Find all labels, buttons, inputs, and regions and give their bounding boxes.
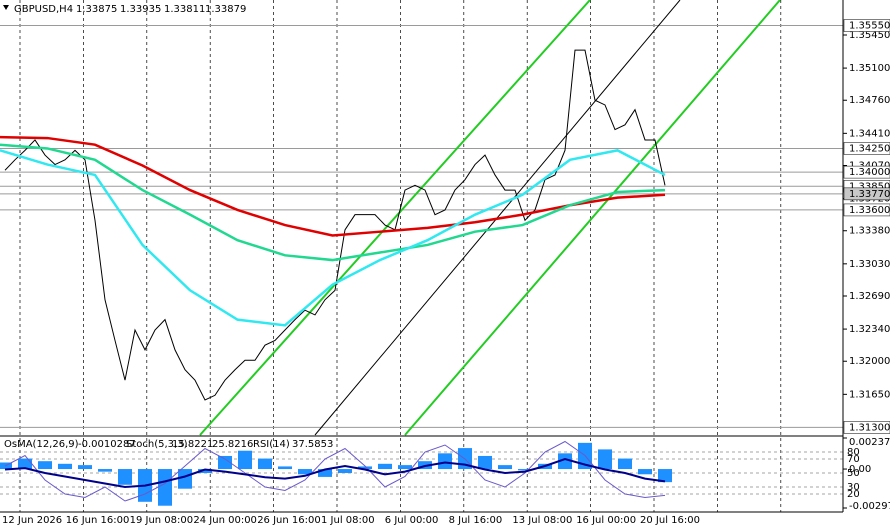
y-tick-label: 1.32000 <box>849 356 890 367</box>
level-label: 1.31300 <box>849 422 890 433</box>
level-label-box <box>843 19 890 32</box>
osma-bar <box>338 469 352 473</box>
price-line <box>4 49 666 401</box>
x-tick-label: 6 Jul 00:00 <box>385 515 439 526</box>
osma-bar <box>78 465 92 470</box>
osma-label: OsMA(12,26,9) <box>4 439 79 450</box>
osma-bar <box>518 469 532 471</box>
osma-bar <box>618 458 632 470</box>
channel-line <box>404 0 781 436</box>
level-label-box <box>843 142 890 155</box>
menu-triangle <box>3 5 9 10</box>
y-tick-label: 1.34760 <box>849 95 890 106</box>
osma-bar <box>58 463 72 470</box>
osma-bar <box>238 450 252 470</box>
y-tick-label: 1.32690 <box>849 291 890 302</box>
osma-bar <box>38 461 52 470</box>
osma-bar <box>278 466 292 470</box>
level-label: 1.33770 <box>849 189 890 200</box>
osma-bar <box>198 469 212 473</box>
osma-bar <box>118 469 132 485</box>
x-tick-label: 8 Jul 16:00 <box>449 515 503 526</box>
stoch-value: 15.8221 <box>172 439 213 450</box>
moving-average <box>0 149 666 327</box>
x-tick-label: 1 Jul 08:00 <box>321 515 375 526</box>
osma-bar <box>358 466 372 470</box>
moving-average <box>0 143 666 262</box>
level-label-box <box>843 203 890 217</box>
y-tick-label: 1.33030 <box>849 259 890 270</box>
quote-high: 1.33935 <box>120 4 161 15</box>
quote-open: 1.33875 <box>76 4 117 15</box>
x-tick-label: 26 Jun 16:00 <box>257 515 321 526</box>
y-tick-label: 1.35450 <box>849 30 890 41</box>
chart-title: GBPUSD,H4 <box>14 4 73 15</box>
stoch-value: 25.8216 <box>212 439 253 450</box>
y-tick-label: 0.00 <box>849 464 871 475</box>
y2-tick-label: 80 <box>847 447 860 458</box>
rsi-value: 37.5853 <box>292 439 333 450</box>
stoch-label: Stoch(5,3,3) <box>126 439 188 450</box>
osma-bar <box>658 469 672 483</box>
y-tick-label: 0.0023706 <box>849 437 890 448</box>
osma-bar <box>18 458 32 470</box>
level-label: 1.33600 <box>849 205 890 216</box>
y-tick-label: 1.31650 <box>849 389 890 400</box>
level-label: 1.33850 <box>849 181 890 192</box>
osma-bar <box>158 469 172 506</box>
osma-value: -0.0010287 <box>78 439 136 450</box>
x-tick-label: 16 Jun 16:00 <box>66 515 130 526</box>
osma-bar <box>438 453 452 470</box>
oscillator-line <box>4 457 666 489</box>
x-tick-label: 24 Jun 00:00 <box>193 515 257 526</box>
osma-bar <box>598 449 612 470</box>
oscillator-line <box>4 440 666 502</box>
osma-bar <box>638 469 652 475</box>
y2-tick-label: 30 <box>847 482 860 493</box>
y-tick-label: 1.33380 <box>849 226 890 237</box>
level-label-box <box>843 187 890 201</box>
osma-bar <box>478 455 492 470</box>
x-tick-label: 13 Jul 08:00 <box>512 515 572 526</box>
rsi-label: RSI(14) <box>253 439 290 450</box>
level-label: 1.34250 <box>849 143 890 154</box>
osma-bar <box>178 469 192 489</box>
quote-close: 1.33879 <box>205 4 246 15</box>
x-tick-label: 12 Jun 2026 <box>2 515 62 526</box>
level-label: 1.35550 <box>849 21 890 32</box>
y2-tick-label: 70 <box>847 454 860 465</box>
x-tick-label: 20 Jul 16:00 <box>640 515 700 526</box>
osma-bar <box>498 465 512 470</box>
y-tick-label: 1.34410 <box>849 128 890 139</box>
osma-bar <box>398 465 412 470</box>
channel-line <box>199 0 591 436</box>
y-tick-label: 1.35100 <box>849 63 890 74</box>
y-tick-label: -0.0029742 <box>849 501 890 512</box>
osma-bar <box>378 463 392 470</box>
x-tick-label: 19 Jun 08:00 <box>130 515 194 526</box>
y2-tick-label: 50 <box>847 468 860 479</box>
y2-tick-label: 20 <box>847 489 860 500</box>
osma-bar <box>558 453 572 470</box>
osma-bar <box>98 469 112 472</box>
x-tick-label: 16 Jul 00:00 <box>576 515 636 526</box>
osma-bar <box>298 469 312 475</box>
level-label-box <box>843 421 890 434</box>
moving-average <box>0 135 666 237</box>
osma-bar <box>258 458 272 470</box>
quote-low: 1.33811 <box>164 4 205 15</box>
osma-bar <box>318 469 332 477</box>
level-label-box <box>843 165 890 179</box>
level-label: 1.34000 <box>849 167 890 178</box>
osma-bar <box>218 455 232 470</box>
y-tick-label: 1.32340 <box>849 324 890 335</box>
